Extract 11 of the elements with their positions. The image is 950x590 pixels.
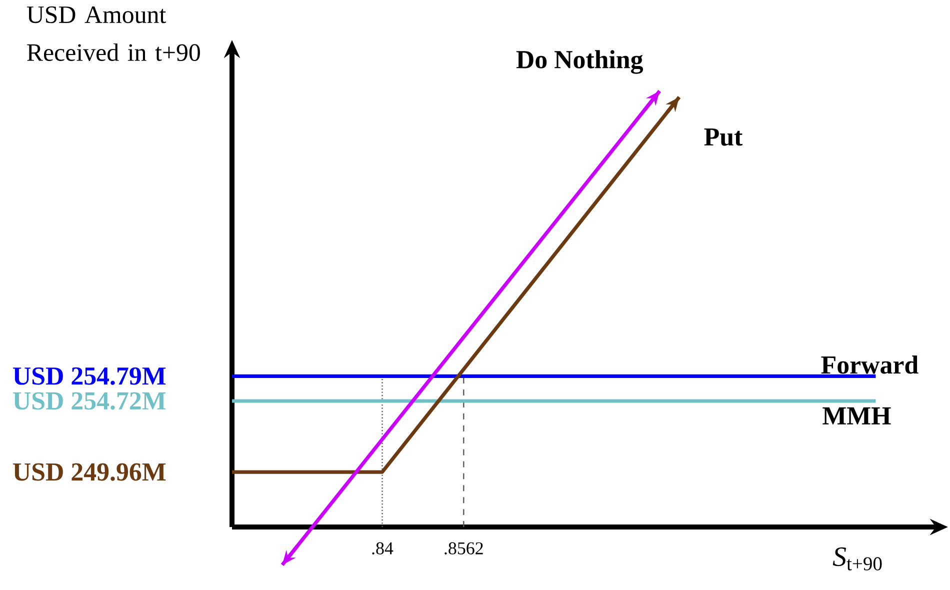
text: USD 254.72M	[13, 392, 166, 410]
x-axis-title: S$_{t+90}$	[832, 547, 882, 570]
series-label: Put	[704, 128, 743, 146]
y-axis-title: USD Amount Received in t+90	[26, 6, 200, 61]
series-label: Do Nothing	[516, 50, 644, 74]
series-label: Forward	[821, 356, 918, 374]
series-label: MMH	[822, 407, 891, 424]
x-tick-label: .8562	[444, 542, 483, 554]
text: USD 249.96M	[13, 463, 166, 481]
text: USD 254.79M	[13, 367, 166, 385]
x-tick-label: .84	[372, 542, 394, 554]
